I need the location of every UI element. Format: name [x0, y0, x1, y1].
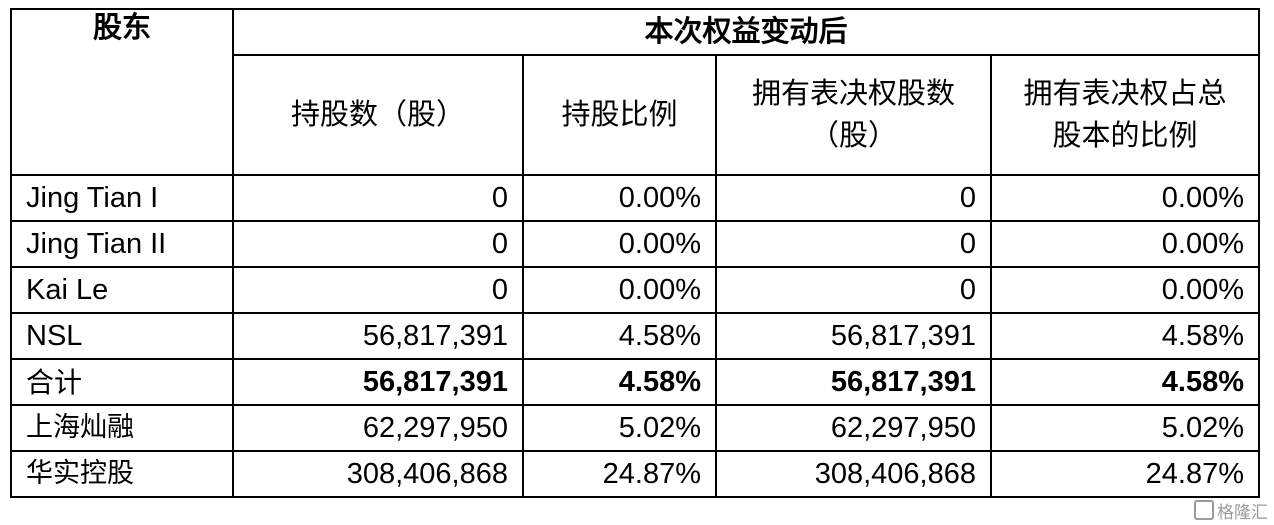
shareholding-table: 股东 本次权益变动后 持股数（股） 持股比例 拥有表决权股数（股） 拥有表决权占… [10, 8, 1261, 498]
header-group-title: 本次权益变动后 [231, 8, 1261, 56]
row-ratio: 4.58% [522, 358, 717, 406]
row-shares: 0 [232, 220, 524, 268]
watermark-logo: 格隆汇 [1194, 498, 1268, 523]
row-voting-ratio: 0.00% [989, 220, 1261, 268]
row-ratio: 0.00% [522, 220, 717, 268]
row-name: Kai Le [10, 266, 234, 314]
table-title-row: 股东 本次权益变动后 [10, 8, 1261, 176]
row-name: Jing Tian II [10, 220, 234, 268]
table-row: Kai Le 0 0.00% 0 0.00% [10, 266, 1261, 314]
row-ratio: 24.87% [522, 450, 717, 498]
header-voting-ratio: 拥有表决权占总股本的比例 [989, 54, 1261, 176]
watermark-text: 格隆汇 [1217, 503, 1268, 523]
header-voting-shares: 拥有表决权股数（股） [715, 54, 992, 176]
row-name: 华实控股 [10, 450, 234, 498]
row-voting-ratio: 4.58% [989, 312, 1261, 360]
table-row: Jing Tian II 0 0.00% 0 0.00% [10, 220, 1261, 268]
table-row: 上海灿融 62,297,950 5.02% 62,297,950 5.02% [10, 404, 1261, 452]
row-ratio: 4.58% [522, 312, 717, 360]
row-voting-shares: 0 [715, 220, 992, 268]
row-voting-shares: 62,297,950 [715, 404, 992, 452]
row-voting-ratio: 0.00% [989, 174, 1261, 222]
header-ratio: 持股比例 [522, 54, 717, 176]
row-voting-shares: 56,817,391 [715, 358, 992, 406]
row-voting-ratio: 24.87% [989, 450, 1261, 498]
row-shares: 0 [232, 266, 524, 314]
table-row-total: 合计 56,817,391 4.58% 56,817,391 4.58% [10, 358, 1261, 406]
row-voting-ratio: 4.58% [989, 358, 1261, 406]
header-shares: 持股数（股） [232, 54, 524, 176]
table-subheader-row: 持股数（股） 持股比例 拥有表决权股数（股） 拥有表决权占总股本的比例 [11, 54, 1261, 176]
row-shares: 308,406,868 [232, 450, 524, 498]
row-voting-shares: 0 [715, 266, 992, 314]
row-voting-shares: 308,406,868 [715, 450, 992, 498]
row-ratio: 0.00% [522, 266, 717, 314]
row-name: 合计 [10, 358, 234, 406]
table-row: NSL 56,817,391 4.58% 56,817,391 4.58% [10, 312, 1261, 360]
table-row: Jing Tian I 0 0.00% 0 0.00% [10, 174, 1261, 222]
row-shares: 0 [232, 174, 524, 222]
row-voting-shares: 0 [715, 174, 992, 222]
row-shares: 56,817,391 [232, 358, 524, 406]
row-shares: 56,817,391 [232, 312, 524, 360]
row-voting-shares: 56,817,391 [715, 312, 992, 360]
row-name: NSL [10, 312, 234, 360]
table-row: 华实控股 308,406,868 24.87% 308,406,868 24.8… [10, 450, 1261, 498]
row-voting-ratio: 5.02% [989, 404, 1261, 452]
header-shareholder: 股东 [10, 8, 234, 176]
row-voting-ratio: 0.00% [989, 266, 1261, 314]
row-shares: 62,297,950 [232, 404, 524, 452]
row-ratio: 0.00% [522, 174, 717, 222]
row-name: Jing Tian I [10, 174, 234, 222]
row-name: 上海灿融 [10, 404, 234, 452]
logo-icon [1194, 500, 1214, 520]
row-ratio: 5.02% [522, 404, 717, 452]
